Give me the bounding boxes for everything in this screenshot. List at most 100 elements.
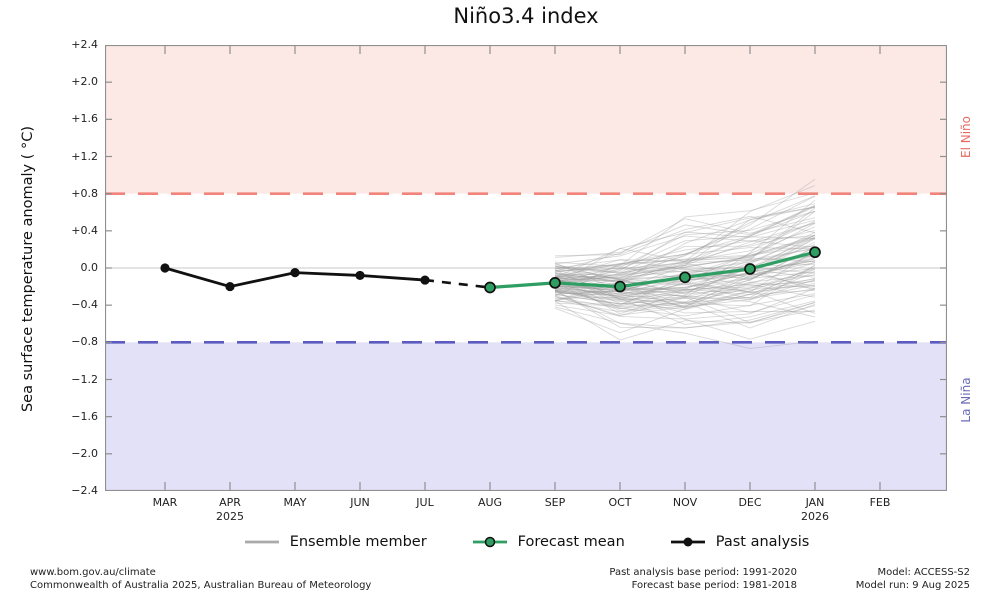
ensemble-member-line	[554, 285, 816, 305]
past-analysis-swatch	[670, 537, 705, 547]
ensemble-member-line	[554, 283, 816, 296]
ensemble-member-line	[554, 283, 816, 299]
x-tick-label: NOV	[672, 496, 698, 509]
ensemble-member-line	[554, 192, 816, 285]
ensemble-member-line	[554, 276, 816, 329]
ensemble-member-line	[554, 278, 816, 325]
ensemble-member-line	[554, 253, 816, 305]
ensemble-member-line	[554, 254, 816, 281]
y-tick-label: +1.6	[71, 112, 98, 126]
x-tick-label: SEP	[544, 496, 566, 509]
footer-attribution: www.bom.gov.au/climate Commonwealth of A…	[30, 566, 371, 592]
ensemble-member-line	[554, 264, 816, 305]
ensemble-member-line	[554, 199, 816, 298]
ensemble-member-line	[554, 260, 816, 315]
ensemble-member-line	[554, 285, 816, 314]
ensemble-member-line	[554, 235, 816, 265]
y-tick-label: +0.4	[71, 223, 98, 237]
legend-item-past-analysis: Past analysis	[669, 534, 810, 550]
ensemble-member-line	[554, 195, 816, 297]
ensemble-member-line	[554, 257, 816, 277]
ensemble-member-line	[554, 230, 816, 273]
x-tick-year-label: 2026	[801, 510, 829, 523]
y-tick-label: 0.0	[80, 261, 99, 274]
ensemble-member-line	[554, 206, 816, 281]
x-tick-label: JUL	[416, 496, 434, 509]
legend-label-past: Past analysis	[715, 534, 810, 550]
ensemble-member-line	[554, 178, 816, 281]
ensemble-member-line	[554, 215, 816, 257]
ensemble-member-line	[554, 206, 816, 282]
past-analysis-marker	[355, 270, 365, 281]
ensemble-member-line	[554, 207, 816, 302]
forecast-mean-marker	[809, 246, 821, 259]
ensemble-member-line	[554, 204, 816, 258]
ensemble-member-line	[554, 220, 816, 279]
plot-area	[104, 44, 948, 492]
y-tick-label: −2.4	[71, 484, 98, 497]
ensemble-member-line	[554, 219, 816, 286]
legend-label-ensemble: Ensemble member	[289, 534, 427, 550]
y-tick-label: −1.2	[71, 372, 98, 386]
ensemble-member-line	[554, 244, 816, 294]
ensemble-member-line	[554, 282, 816, 318]
legend: Ensemble member Forecast mean Past analy…	[105, 534, 947, 550]
ensemble-member-line	[554, 284, 816, 307]
legend-label-forecast: Forecast mean	[517, 534, 625, 550]
ensemble-member-line	[554, 300, 816, 341]
ensemble-member-line	[554, 274, 816, 313]
ensemble-members	[554, 178, 816, 349]
ensemble-member-line	[554, 272, 816, 294]
ensemble-member-line	[554, 279, 816, 307]
ensemble-member-line	[554, 265, 816, 295]
ensemble-member-line	[554, 274, 816, 297]
ensemble-line-swatch	[244, 540, 279, 544]
ensemble-member-line	[554, 247, 816, 273]
x-tick-label: OCT	[608, 496, 632, 509]
x-tick-label: MAR	[152, 496, 178, 509]
ensemble-member-line	[554, 257, 816, 307]
ensemble-member-line	[554, 248, 816, 272]
ensemble-member-line	[554, 222, 816, 290]
y-tick-label: +0.8	[71, 186, 98, 200]
ensemble-member-line	[554, 223, 816, 276]
x-tick-label: APR	[219, 496, 241, 509]
ensemble-member-line	[554, 289, 816, 340]
forecast-mean-swatch	[472, 536, 507, 548]
ensemble-member-line	[554, 268, 816, 309]
ensemble-member-line	[554, 302, 816, 329]
footer-url: www.bom.gov.au/climate	[30, 567, 156, 578]
ensemble-member-line	[554, 210, 816, 279]
ensemble-member-line	[554, 261, 816, 308]
ensemble-member-line	[554, 238, 816, 303]
footer-model: Model: ACCESS-S2	[877, 567, 970, 578]
forecast-mean-marker	[614, 280, 626, 293]
ensemble-member-line	[554, 282, 816, 301]
y-tick-label: −1.6	[71, 409, 98, 423]
chart-title: Niño3.4 index	[453, 4, 599, 28]
footer-base-periods: Past analysis base period: 1991-2020 For…	[609, 566, 797, 592]
x-tick-year-label: 2025	[216, 510, 244, 523]
x-tick-label: JAN	[805, 496, 825, 509]
ensemble-member-line	[554, 185, 816, 286]
x-tick-label: JUN	[350, 496, 370, 509]
ensemble-member-line	[554, 235, 816, 270]
x-tick-label: MAY	[283, 496, 307, 509]
ensemble-member-line	[554, 206, 816, 278]
footer-model-run: Model run: 9 Aug 2025	[855, 580, 970, 591]
ensemble-member-line	[554, 245, 816, 273]
forecast-mean-marker	[484, 281, 496, 294]
el-nino-region-label: El Niño	[959, 116, 973, 158]
past-analysis-marker	[290, 268, 300, 278]
ensemble-member-line	[554, 259, 816, 274]
y-tick-label: +1.2	[71, 149, 98, 163]
footer-copyright: Commonwealth of Australia 2025, Australi…	[30, 580, 372, 591]
past-analysis-marker	[160, 263, 170, 273]
past-to-forecast-connector	[424, 278, 491, 289]
ensemble-member-line	[554, 283, 816, 303]
la-nina-region-label: La Niña	[959, 377, 973, 423]
chart-canvas	[104, 44, 948, 492]
la-nina-band	[105, 342, 947, 491]
ensemble-member-line	[554, 290, 816, 349]
x-tick-label: AUG	[477, 496, 503, 509]
